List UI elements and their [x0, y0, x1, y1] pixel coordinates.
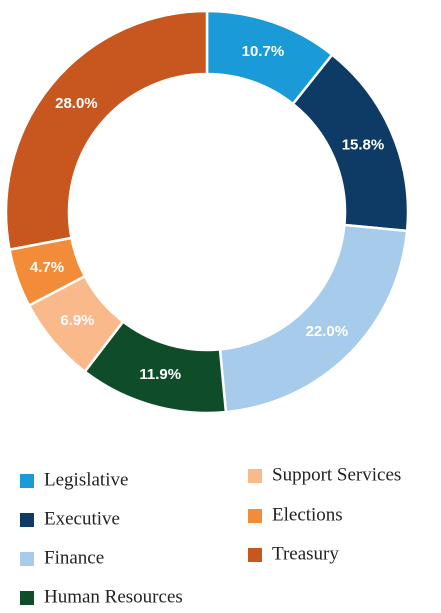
slice [4, 9, 209, 252]
legend-label: Finance [44, 547, 104, 568]
legend-label: Executive [44, 508, 120, 529]
legend-swatch [248, 509, 262, 523]
legend-label: Support Services [272, 464, 401, 485]
legend-swatch [20, 474, 34, 488]
data-label: 11.9% [139, 366, 181, 383]
data-label: 10.7% [242, 43, 285, 60]
legend-label: Human Resources [44, 586, 183, 607]
legend-swatch [20, 591, 34, 605]
data-label: 22.0% [306, 323, 349, 340]
data-label: 15.8% [342, 137, 385, 154]
data-label: 6.9% [60, 312, 94, 329]
legend-label: Elections [272, 504, 343, 525]
legend-swatch [248, 548, 262, 562]
data-label: 4.7% [30, 259, 64, 276]
data-label: 28.0% [55, 95, 98, 112]
slice [218, 223, 409, 414]
legend-label: Treasury [272, 543, 339, 564]
legend-swatch [20, 513, 34, 527]
legend-label: Legislative [44, 469, 128, 490]
legend-swatch [20, 552, 34, 566]
legend-swatch [248, 469, 262, 483]
